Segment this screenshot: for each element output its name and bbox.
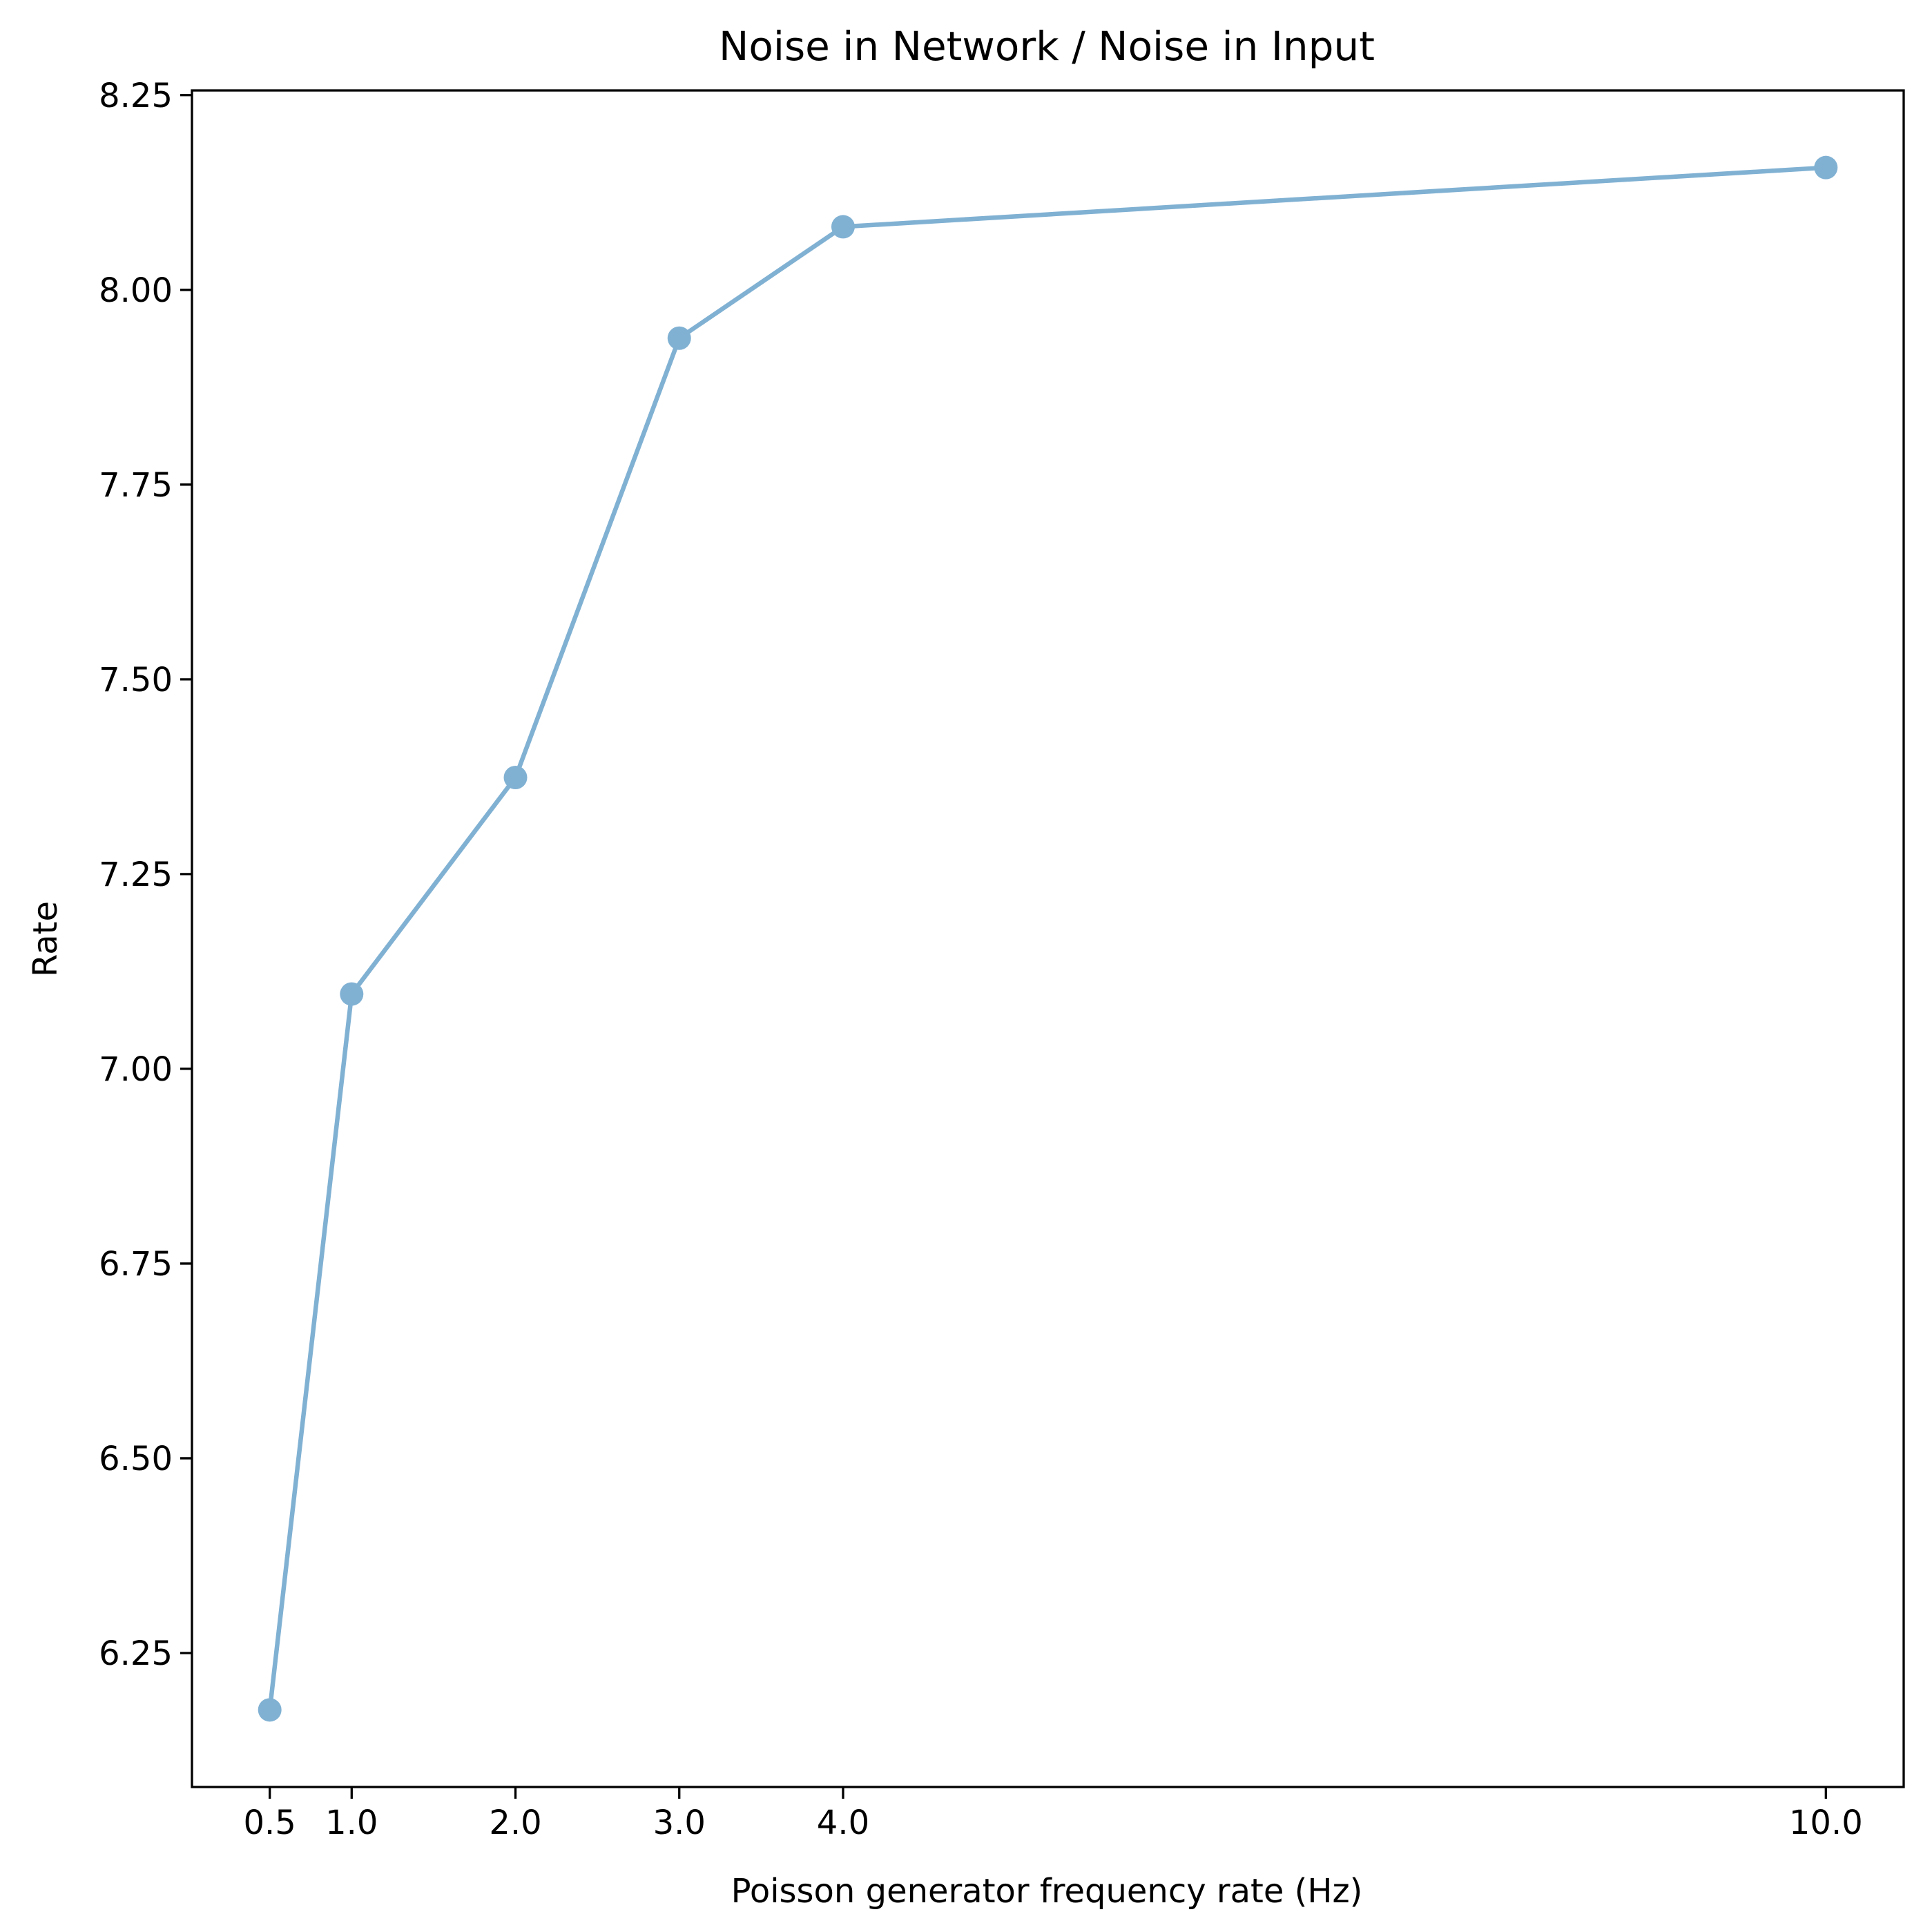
y-tick-label: 6.25 bbox=[99, 1634, 173, 1673]
data-point bbox=[667, 326, 691, 350]
data-point bbox=[831, 215, 855, 239]
y-axis: 6.25 6.50 6.75 7.00 7.25 7.50 7.75 8.00 8.25 bbox=[99, 77, 192, 1673]
plot-area bbox=[191, 89, 1905, 1788]
y-tick-label: 7.25 bbox=[99, 856, 173, 894]
x-tick-label: 1.0 bbox=[325, 1804, 378, 1842]
data-point bbox=[1814, 155, 1838, 180]
data-point bbox=[340, 982, 364, 1006]
x-tick-label: 4.0 bbox=[817, 1804, 869, 1842]
y-tick-label: 6.75 bbox=[99, 1245, 173, 1284]
x-axis: 0.5 1.0 2.0 3.0 4.0 10.0 bbox=[244, 1787, 1863, 1842]
y-tick-label: 6.50 bbox=[99, 1440, 173, 1478]
data-point bbox=[258, 1698, 282, 1722]
x-tick-label: 10.0 bbox=[1789, 1804, 1863, 1842]
x-axis-label: Poisson generator frequency rate (Hz) bbox=[731, 1872, 1363, 1911]
y-tick-label: 8.25 bbox=[99, 77, 173, 115]
y-tick-label: 7.00 bbox=[99, 1050, 173, 1089]
y-tick-label: 8.00 bbox=[99, 271, 173, 310]
x-tick-label: 3.0 bbox=[653, 1804, 706, 1842]
chart-title: Noise in Network / Noise in Input bbox=[719, 23, 1375, 70]
data-point bbox=[503, 765, 528, 789]
axes-frame bbox=[191, 89, 1905, 1788]
y-tick-label: 7.75 bbox=[99, 466, 173, 505]
series-line bbox=[267, 165, 1828, 1712]
y-tick-label: 7.50 bbox=[99, 661, 173, 699]
x-tick-label: 2.0 bbox=[489, 1804, 541, 1842]
y-axis-label: Rate bbox=[26, 901, 65, 977]
x-tick-label: 0.5 bbox=[244, 1804, 296, 1842]
series-layer bbox=[258, 155, 1838, 1722]
